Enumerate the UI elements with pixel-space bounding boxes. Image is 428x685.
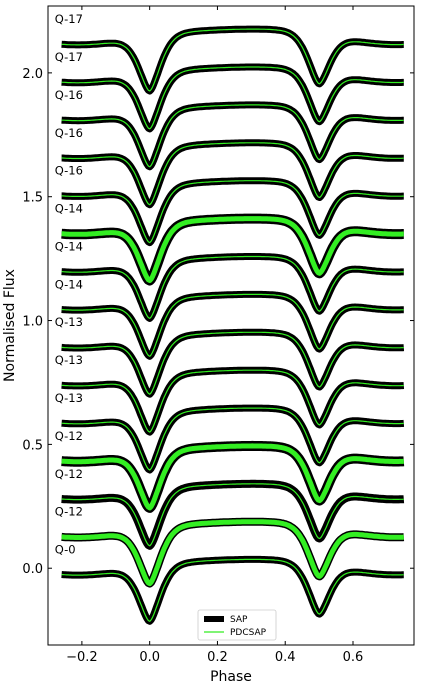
y-tick-label: 0.5 [22, 438, 43, 453]
quarter-label: Q-16 [55, 164, 83, 178]
quarter-labels: Q-0 Q-12 Q-12 Q-12 Q-13 Q-13 Q-13 Q-14 Q-14 Q-14 Q… [55, 12, 83, 556]
quarter-curve [59, 404, 406, 474]
quarter-curve [57, 440, 408, 513]
quarter-curve [57, 213, 408, 286]
pdcsap-series-line [61, 104, 404, 168]
x-axis-title: Phase [210, 669, 252, 685]
y-tick-label: 2.0 [22, 67, 43, 82]
quarter-curve [58, 479, 407, 550]
pdcsap-series-line [60, 519, 405, 587]
quarter-curve [59, 366, 406, 436]
quarter-curve [59, 101, 406, 171]
x-tick-label: 0.6 [343, 650, 364, 665]
y-tick-label: 1.0 [22, 315, 43, 330]
x-tick-label: 0.0 [139, 650, 160, 665]
x-axis: −0.2 0.0 0.2 0.4 0.6 [66, 6, 363, 665]
quarter-label: Q-14 [55, 202, 83, 216]
y-axis: 0.0 0.5 1.0 1.5 2.0 [22, 67, 414, 577]
quarter-curve [59, 25, 406, 95]
quarter-curve [59, 253, 406, 322]
quarter-label: Q-17 [55, 50, 83, 64]
pdcsap-series-line [61, 293, 404, 357]
quarter-label: Q-0 [55, 542, 76, 556]
quarter-curve [59, 328, 406, 398]
quarter-curve [59, 177, 406, 247]
quarter-curve [59, 139, 406, 209]
y-tick-label: 1.5 [22, 191, 43, 206]
quarter-label: Q-12 [55, 467, 83, 481]
pdcsap-series-line [60, 443, 405, 511]
quarter-label: Q-12 [55, 505, 83, 519]
quarter-label: Q-13 [55, 391, 83, 405]
x-tick-label: −0.2 [66, 650, 98, 665]
pdcsap-series-line [61, 483, 404, 547]
quarter-curve [58, 517, 407, 588]
pdcsap-series-line [61, 28, 404, 92]
quarter-curve [59, 555, 406, 625]
pdcsap-series-line [60, 216, 405, 283]
x-tick-label: 0.2 [207, 650, 228, 665]
quarter-label: Q-13 [55, 353, 83, 367]
y-tick-label: 0.0 [22, 562, 43, 577]
quarter-label: Q-16 [55, 126, 83, 140]
pdcsap-series-line [61, 369, 404, 433]
pdcsap-series-line [61, 407, 404, 471]
light-curves [57, 25, 408, 625]
quarter-label: Q-17 [55, 12, 83, 26]
legend-sap-label: SAP [230, 615, 248, 625]
pdcsap-series-line [61, 142, 404, 206]
pdcsap-series-line [61, 558, 404, 622]
quarter-curve [59, 63, 406, 133]
legend-pdcsap-label: PDCSAP [230, 628, 267, 638]
pdcsap-series-line [61, 255, 404, 319]
quarter-label: Q-13 [55, 315, 83, 329]
quarter-label: Q-16 [55, 88, 83, 102]
quarter-curve [59, 290, 406, 360]
pdcsap-series-line [61, 331, 404, 395]
quarter-label: Q-14 [55, 239, 83, 253]
x-tick-label: 0.4 [275, 650, 296, 665]
quarter-label: Q-14 [55, 277, 83, 291]
legend-sap-swatch [204, 616, 224, 622]
plot-frame [47, 5, 415, 646]
legend: SAP PDCSAP [197, 609, 277, 641]
pdcsap-series-line [61, 66, 404, 130]
y-axis-title: Normalised Flux [2, 269, 18, 382]
pdcsap-series-line [61, 180, 404, 244]
quarter-label: Q-12 [55, 429, 83, 443]
